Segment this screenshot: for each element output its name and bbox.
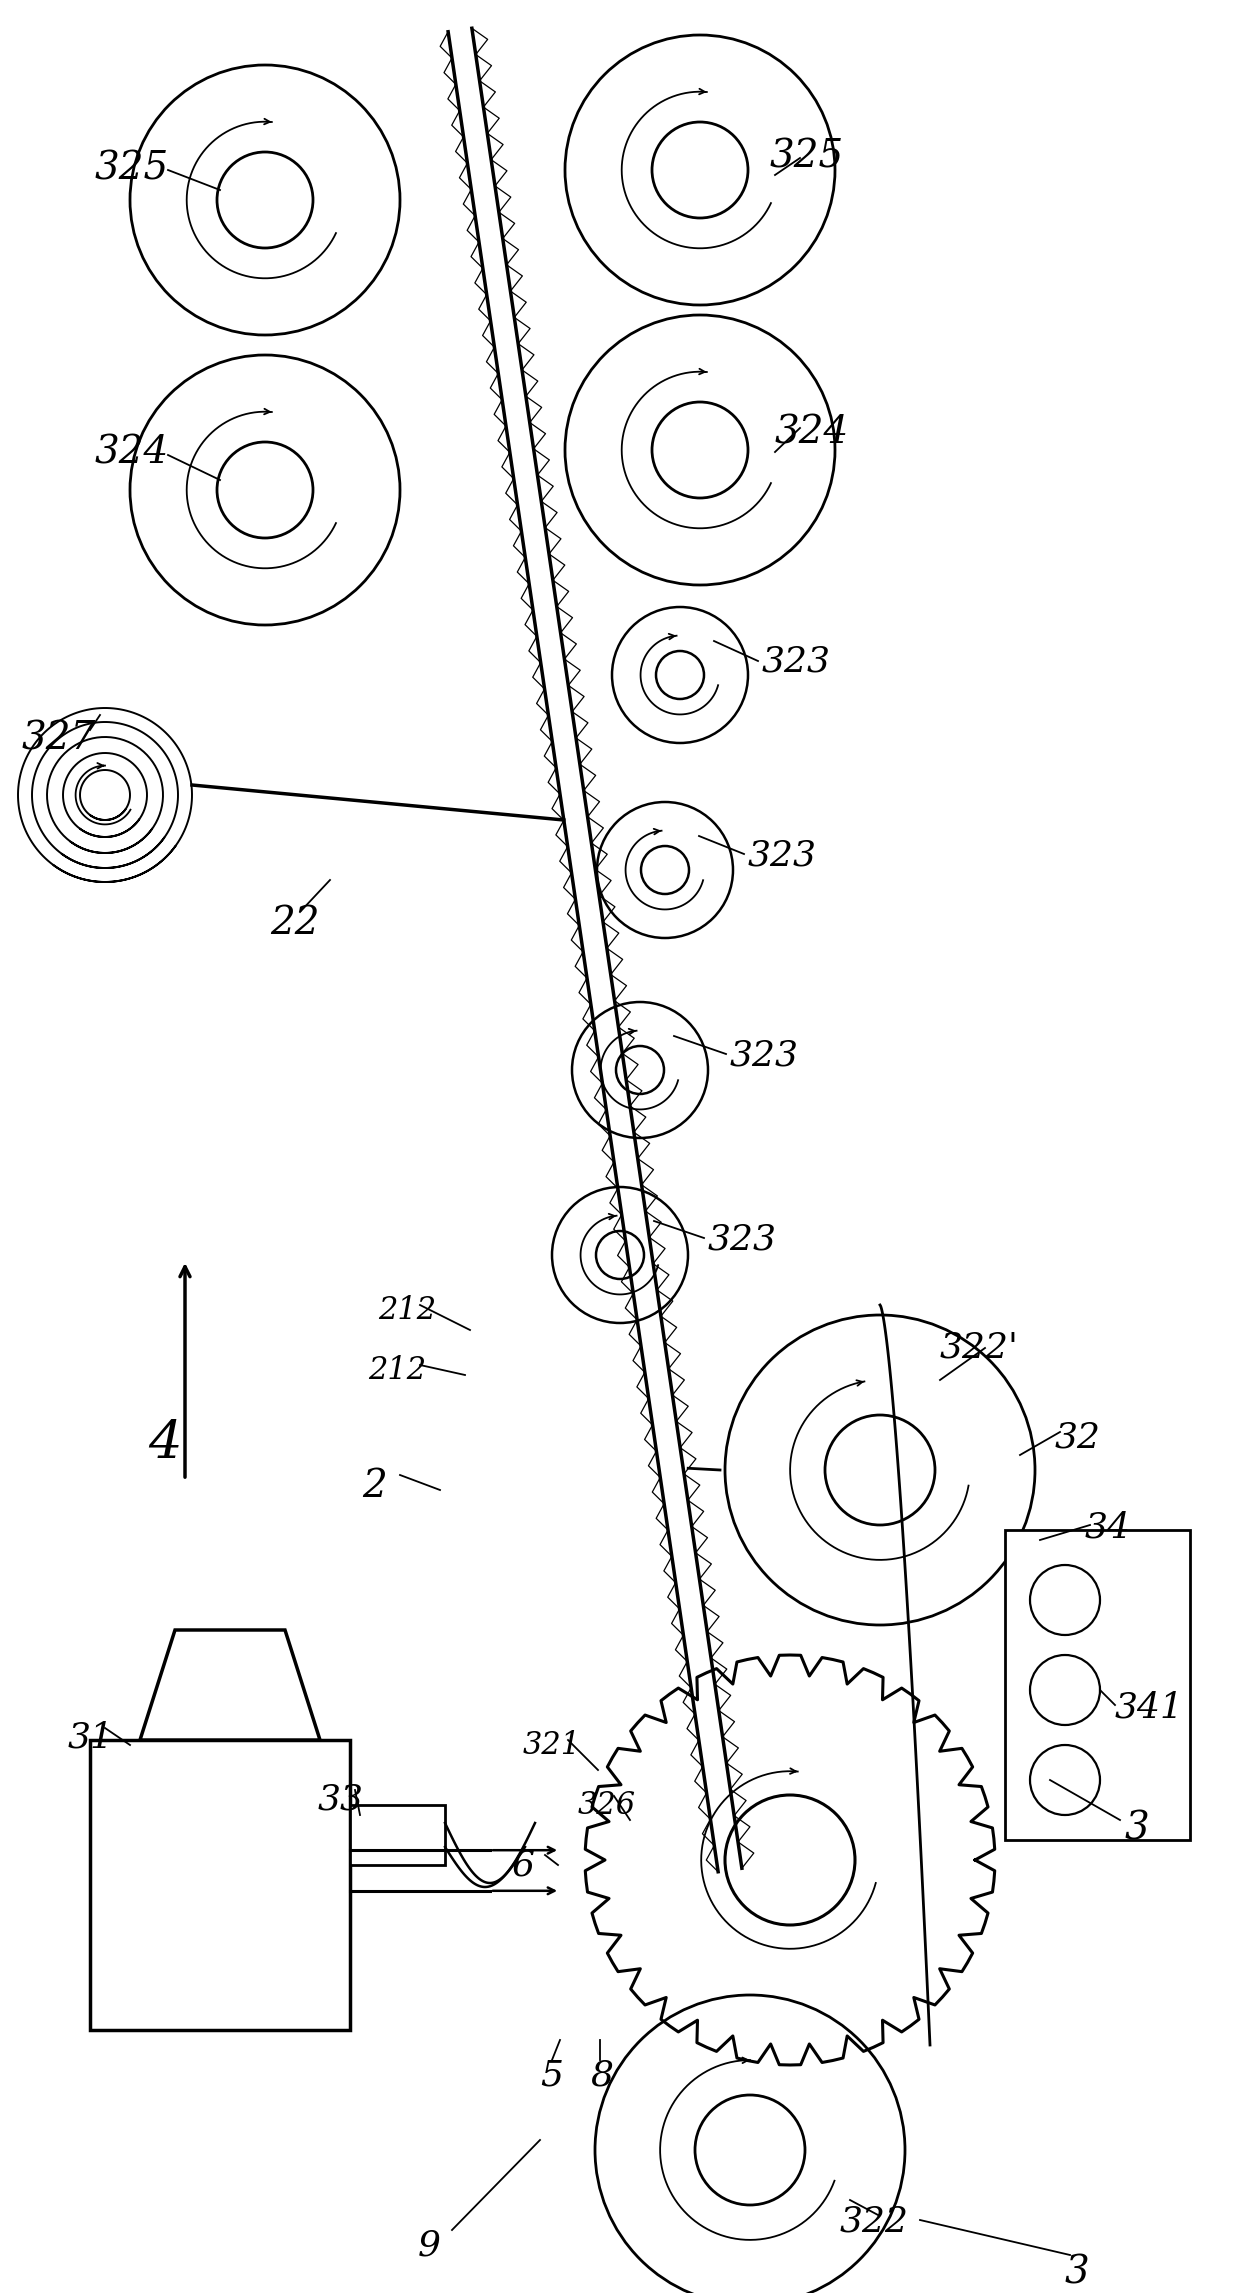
Text: 32: 32 [1055,1419,1101,1454]
Text: 325: 325 [95,149,169,188]
Text: 321: 321 [523,1729,582,1761]
Text: 341: 341 [1115,1690,1184,1724]
Text: 324: 324 [775,415,849,452]
Text: 3: 3 [1065,2254,1090,2293]
Text: 326: 326 [578,1791,636,1821]
Bar [91,1740,350,2029]
Polygon shape [140,1630,320,1740]
Text: 6: 6 [512,1848,534,1883]
Text: 323: 323 [763,644,831,679]
Text: 9: 9 [418,2229,441,2261]
Text: 8: 8 [590,2059,613,2091]
Text: 3: 3 [1125,1809,1149,1846]
Text: 212: 212 [378,1296,436,1325]
Text: 212: 212 [368,1355,427,1385]
Bar [1004,1529,1190,1839]
Text: 323: 323 [730,1039,799,1073]
Text: 4: 4 [148,1417,181,1470]
Text: 33: 33 [317,1782,365,1816]
Text: 324: 324 [95,436,169,472]
Text: 34: 34 [1085,1511,1131,1543]
Text: 327: 327 [22,720,97,757]
Text: 323: 323 [708,1222,777,1257]
Text: 22: 22 [270,906,320,942]
Bar [350,1805,445,1864]
Text: 323: 323 [748,837,817,871]
Text: 2: 2 [362,1468,387,1504]
Text: 325: 325 [770,138,844,174]
Text: 5: 5 [539,2059,563,2091]
Text: 31: 31 [68,1720,114,1754]
Text: 322: 322 [839,2206,909,2238]
Text: 322': 322' [940,1330,1019,1364]
